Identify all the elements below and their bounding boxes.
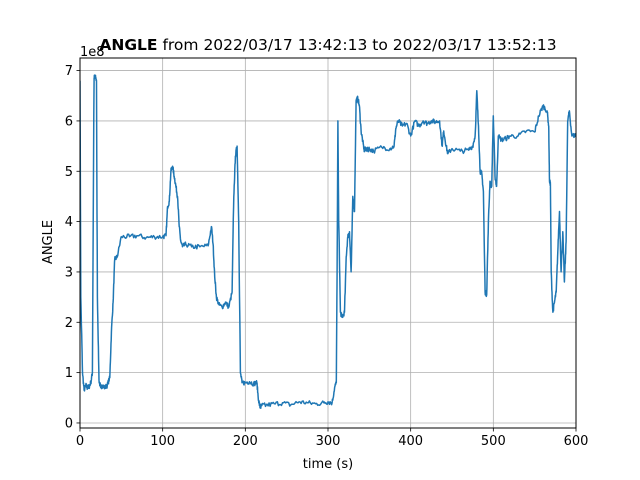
y-tick-label: 0	[65, 416, 73, 431]
y-tick-label: 7	[65, 64, 73, 79]
x-axis-ticks: 0 100 200 300 400 500 600	[76, 428, 589, 449]
y-tick-label: 2	[65, 316, 73, 331]
series-layer	[80, 74, 576, 409]
chart-title: ANGLE from 2022/03/17 13:42:13 to 2022/0…	[99, 36, 556, 54]
y-offset-text: 1e8	[80, 45, 105, 60]
grid-lines	[79, 58, 577, 428]
y-tick-label: 6	[65, 114, 73, 129]
y-tick-label: 3	[65, 265, 73, 280]
x-tick-label: 500	[481, 434, 506, 449]
x-tick-label: 300	[316, 434, 341, 449]
x-tick-label: 100	[150, 434, 175, 449]
x-tick-label: 200	[233, 434, 258, 449]
y-axis-label: ANGLE	[41, 220, 56, 264]
x-tick-label: 400	[398, 434, 423, 449]
y-axis-ticks: 0 1 2 3 4 5 6 7	[65, 64, 80, 431]
y-tick-label: 4	[65, 215, 73, 230]
chart-title-bold: ANGLE	[99, 36, 157, 54]
angle-series-line	[80, 74, 576, 409]
chart-title-range: from 2022/03/17 13:42:13 to 2022/03/17 1…	[158, 36, 557, 54]
y-tick-label: 1	[65, 366, 73, 381]
x-tick-label: 0	[76, 434, 84, 449]
x-tick-label: 600	[564, 434, 589, 449]
x-axis-label: time (s)	[303, 457, 353, 472]
y-tick-label: 5	[65, 165, 73, 180]
